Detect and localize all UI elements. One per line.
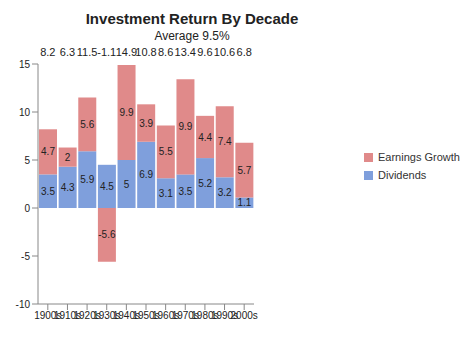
svg-text:1960s: 1960s [152,310,180,322]
svg-text:10.6: 10.6 [214,46,235,58]
svg-text:-5: -5 [21,251,30,262]
svg-text:-10: -10 [16,299,31,310]
svg-text:0: 0 [24,203,30,214]
svg-text:4.3: 4.3 [61,182,75,193]
svg-text:9.9: 9.9 [120,107,134,118]
svg-text:9.6: 9.6 [197,46,212,58]
html-text:Dividends: Dividends [378,169,427,181]
svg-text:4.7: 4.7 [41,146,55,157]
svg-text:5.2: 5.2 [198,178,212,189]
svg-text:5.7: 5.7 [237,165,251,176]
svg-text:3.5: 3.5 [41,186,55,197]
svg-text:1.1: 1.1 [237,197,251,208]
svg-text:7.4: 7.4 [218,136,232,147]
html-text:Average 9.5%: Average 9.5% [154,29,230,43]
svg-text:4.5: 4.5 [100,181,114,192]
svg-text:-5.6: -5.6 [98,229,116,240]
svg-text:13.4: 13.4 [175,46,196,58]
html-text:Investment Return By Decade: Investment Return By Decade [85,10,299,27]
svg-text:8.2: 8.2 [40,46,55,58]
svg-text:10.8: 10.8 [135,46,156,58]
svg-text:3.2: 3.2 [218,187,232,198]
svg-text:14.9: 14.9 [116,46,137,58]
svg-text:9.9: 9.9 [179,121,193,132]
svg-text:1940s: 1940s [112,310,140,322]
svg-text:1900s: 1900s [34,310,62,322]
svg-text:6.3: 6.3 [60,46,75,58]
svg-text:2: 2 [65,152,71,163]
svg-text:5: 5 [24,155,30,166]
svg-text:-1.1: -1.1 [97,46,116,58]
svg-text:11.5: 11.5 [77,46,98,58]
svg-text:3.1: 3.1 [159,188,173,199]
svg-text:5.6: 5.6 [80,119,94,130]
svg-text:1910s: 1910s [53,310,82,322]
svg-text:3.9: 3.9 [139,118,153,129]
svg-text:1920s: 1920s [73,310,101,322]
svg-text:4.4: 4.4 [198,132,212,143]
svg-text:6.8: 6.8 [237,46,252,58]
svg-text:8.6: 8.6 [158,46,173,58]
svg-text:15: 15 [19,59,31,70]
svg-text:1950s: 1950s [132,310,160,322]
svg-text:5: 5 [124,179,130,190]
html-text:Earnings Growth: Earnings Growth [378,151,460,163]
svg-text:1980s: 1980s [191,310,219,322]
svg-text:1970s: 1970s [171,310,199,322]
svg-text:5.9: 5.9 [80,174,94,185]
svg-text:1990s: 1990s [210,310,239,322]
svg-text:1930s: 1930s [93,310,121,322]
svg-text:6.9: 6.9 [139,169,153,180]
svg-text:3.5: 3.5 [179,186,193,197]
svg-text:2000s: 2000s [231,310,258,321]
svg-text:10: 10 [19,107,31,118]
svg-text:5.5: 5.5 [159,146,173,157]
